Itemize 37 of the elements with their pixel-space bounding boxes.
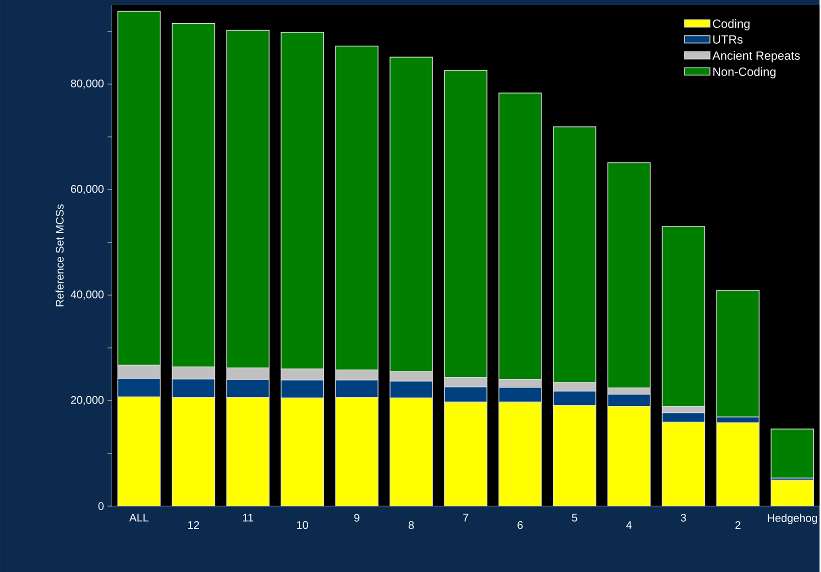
bar xyxy=(607,406,651,506)
y-axis-title: Reference Set MCSs xyxy=(56,204,64,306)
bar xyxy=(335,397,378,506)
x-tick-label: 2 xyxy=(735,521,740,529)
bar xyxy=(662,422,706,506)
x-tick-label: 3 xyxy=(680,514,686,522)
y-tick-label: 20,000 xyxy=(71,396,104,406)
x-tick-label: ALL xyxy=(129,514,148,522)
bar xyxy=(172,397,216,506)
bar xyxy=(280,398,324,506)
y-tick-label: 0 xyxy=(98,502,104,510)
bar xyxy=(117,396,161,506)
bar xyxy=(498,402,542,506)
bar xyxy=(390,398,433,506)
bar xyxy=(770,480,814,506)
bar xyxy=(770,428,814,479)
x-tick-label: 7 xyxy=(463,514,468,522)
x-tick-label: 9 xyxy=(354,514,360,522)
x-tick-label: 8 xyxy=(408,521,414,529)
y-tick-label: 80,000 xyxy=(70,80,104,89)
x-tick-label: 5 xyxy=(572,514,578,522)
x-tick-label: 10 xyxy=(297,521,308,529)
legend-label: UTRs xyxy=(713,35,743,44)
legend-label: Coding xyxy=(712,19,750,30)
bar xyxy=(444,402,488,506)
legend-label: Ancient Repeats xyxy=(712,51,800,62)
bar xyxy=(716,422,760,506)
y-tick-label: 40,000 xyxy=(70,290,104,300)
x-tick-label: 4 xyxy=(626,521,632,529)
x-tick-label: Hedgehog xyxy=(768,514,817,524)
x-tick-label: 6 xyxy=(518,521,523,529)
legend-label: Non-Coding xyxy=(713,67,776,78)
bar xyxy=(226,397,270,506)
x-tick-label: 11 xyxy=(243,514,254,522)
y-tick-label: 60,000 xyxy=(71,185,104,194)
bar xyxy=(552,404,596,506)
x-tick-label: 12 xyxy=(188,521,200,529)
